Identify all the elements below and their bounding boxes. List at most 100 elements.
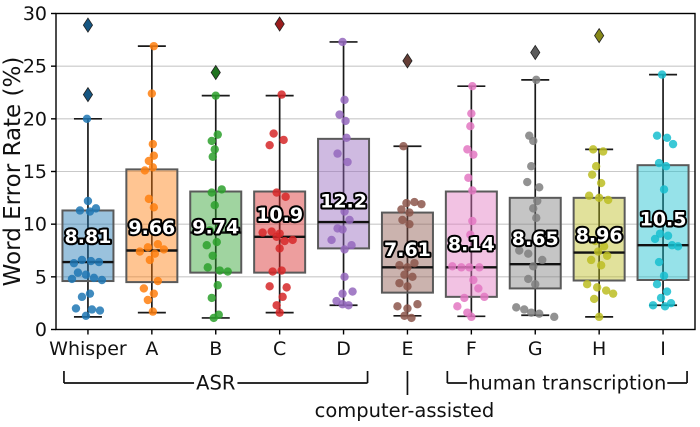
scatter-point xyxy=(395,278,404,288)
scatter-point xyxy=(529,204,538,213)
y-axis-label: Word Error Rate (%) xyxy=(0,57,26,287)
scatter-point xyxy=(480,292,489,302)
scatter-point xyxy=(460,293,469,303)
scatter-points xyxy=(648,70,683,311)
scatter-point xyxy=(673,242,683,251)
outlier-diamond xyxy=(530,44,541,61)
scatter-point xyxy=(397,205,406,214)
mean-label: 8.96 xyxy=(576,225,623,247)
x-tick-label: D xyxy=(336,338,351,360)
scatter-point xyxy=(395,261,404,270)
x-tick-label: C xyxy=(273,338,286,360)
scatter-point xyxy=(652,280,662,289)
scatter-point xyxy=(523,177,532,187)
scatter-point xyxy=(207,293,216,303)
scatter-point xyxy=(531,280,540,289)
mean-label: 7.61 xyxy=(384,239,431,261)
scatter-point xyxy=(208,152,217,161)
scatter-point xyxy=(652,131,662,140)
scatter-point xyxy=(340,95,349,105)
scatter-point xyxy=(149,289,159,298)
scatter-point xyxy=(662,133,672,142)
scatter-point xyxy=(413,300,422,309)
scatter-point xyxy=(73,268,83,277)
mean-label: 9.66 xyxy=(128,217,175,239)
scatter-point xyxy=(593,247,603,256)
scatter-points xyxy=(67,114,107,321)
scatter-point xyxy=(657,70,667,79)
y-tick-label: 30 xyxy=(23,3,47,25)
outlier-diamond xyxy=(274,16,285,32)
scatter-point xyxy=(656,293,666,303)
scatter-point xyxy=(601,286,611,295)
scatter-point xyxy=(408,272,417,282)
scatter-point xyxy=(213,281,222,290)
scatter-points xyxy=(202,91,232,323)
scatter-point xyxy=(467,109,476,118)
scatter-point xyxy=(448,262,457,271)
scatter-point xyxy=(207,136,216,146)
scatter-point xyxy=(417,199,426,209)
scatter-point xyxy=(535,183,544,192)
group-bracket-human-transcription: human transcription xyxy=(446,371,688,395)
scatter-point xyxy=(272,301,281,310)
mean-label: 12.2 xyxy=(320,190,367,212)
outlier-diamond xyxy=(82,17,94,33)
scatter-point xyxy=(463,145,472,154)
scatter-point xyxy=(344,301,353,310)
scatter-point xyxy=(410,197,419,207)
scatter-point xyxy=(535,309,544,318)
scatter-point xyxy=(594,312,604,322)
scatter-point xyxy=(87,305,97,314)
scatter-point xyxy=(278,292,287,302)
scatter-point xyxy=(538,255,547,265)
scatter-point xyxy=(211,91,220,100)
mean-label: 8.65 xyxy=(512,228,559,250)
scatter-point xyxy=(148,139,158,149)
y-tick-label: 5 xyxy=(35,266,47,288)
scatter-point xyxy=(468,81,477,91)
scatter-point xyxy=(144,194,154,204)
scatter-point xyxy=(153,239,163,249)
scatter-point xyxy=(139,284,149,293)
mean-label: 8.14 xyxy=(448,233,495,255)
scatter-point xyxy=(85,207,95,216)
scatter-point xyxy=(81,311,91,321)
scatter-point xyxy=(202,241,211,250)
scatter-point xyxy=(662,287,672,296)
scatter-point xyxy=(277,90,286,99)
group-bracket-computer-assisted: computer-assisted xyxy=(315,371,494,422)
scatter-point xyxy=(288,235,297,245)
scatter-point xyxy=(82,114,92,124)
scatter-point xyxy=(327,235,336,245)
box-group-whisper xyxy=(61,17,115,321)
x-tick-label: G xyxy=(528,338,543,360)
scatter-points xyxy=(393,142,426,323)
box-group-c xyxy=(253,16,307,317)
scatter-point xyxy=(71,304,81,313)
scatter-point xyxy=(400,270,409,279)
scatter-point xyxy=(659,185,669,194)
scatter-point xyxy=(398,215,407,225)
scatter-point xyxy=(69,258,79,268)
scatter-point xyxy=(265,140,274,150)
y-tick-label: 10 xyxy=(23,214,47,236)
scatter-point xyxy=(153,276,163,286)
scatter-point xyxy=(407,313,416,323)
scatter-point xyxy=(83,196,93,206)
scatter-point xyxy=(258,228,267,237)
scatter-point xyxy=(591,162,601,171)
scatter-point xyxy=(654,257,664,267)
scatter-point xyxy=(148,307,158,316)
scatter-point xyxy=(603,195,613,205)
scatter-point xyxy=(89,273,99,283)
scatter-point xyxy=(393,302,402,311)
scatter-point xyxy=(338,37,347,47)
scatter-point xyxy=(269,129,278,138)
scatter-point xyxy=(660,302,670,311)
scatter-point xyxy=(272,232,281,242)
scatter-point xyxy=(468,186,477,195)
scatter-point xyxy=(338,225,347,234)
scatter-point xyxy=(533,196,542,206)
